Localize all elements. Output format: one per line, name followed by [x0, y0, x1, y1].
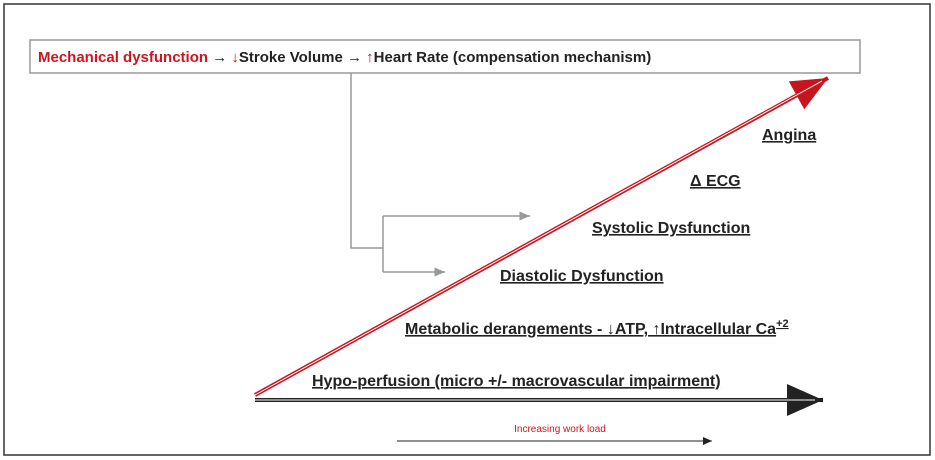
metabolic-text: Metabolic derangements - ↓ATP, ↑Intracel… [405, 321, 776, 338]
header-part: ↓ [231, 49, 239, 66]
header-part: Stroke Volume [239, 49, 343, 66]
connector [350, 73, 530, 277]
step-label: Metabolic derangements - ↓ATP, ↑Intracel… [405, 318, 789, 338]
red-arrow [254, 76, 829, 397]
header-part: ↑ [366, 49, 374, 66]
step-label: Angina [762, 127, 816, 144]
step-label: Systolic Dysfunction [592, 220, 750, 237]
step-label: Δ ECG [690, 173, 741, 190]
header-part: → [208, 49, 231, 66]
header-part: Mechanical dysfunction [38, 49, 208, 66]
step-label: Hypo-perfusion (micro +/- macrovascular … [312, 373, 721, 390]
metabolic-sup: +2 [776, 318, 789, 330]
frame [3, 3, 931, 456]
footer-label: Increasing work load [514, 424, 606, 435]
header-part: Heart Rate (compensation mechanism) [374, 49, 652, 66]
header-part: → [343, 49, 366, 66]
header: Mechanical dysfunction → ↓Stroke Volume … [38, 49, 651, 66]
step-label: Diastolic Dysfunction [500, 268, 664, 285]
header-box [29, 39, 861, 74]
